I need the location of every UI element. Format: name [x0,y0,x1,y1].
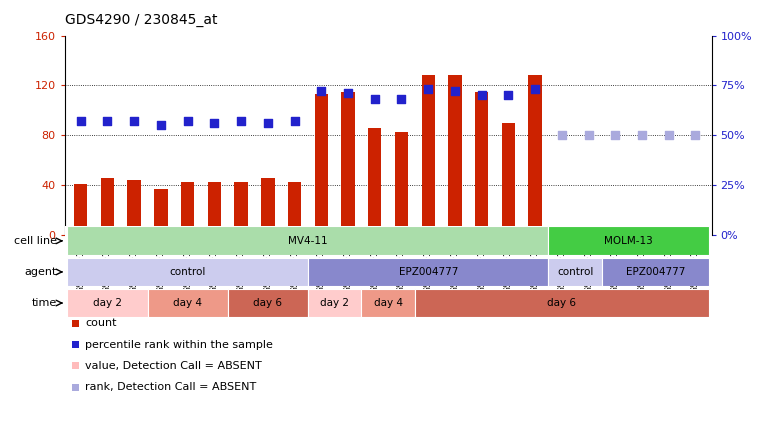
Bar [288,182,301,235]
Bar [74,184,88,235]
Point [235,118,247,125]
Bar [602,258,708,286]
Text: MOLM-13: MOLM-13 [604,236,653,246]
Bar [68,289,148,317]
Text: EPZ004777: EPZ004777 [399,267,458,277]
Text: day 4: day 4 [374,298,403,308]
Bar [662,229,676,235]
Text: rank, Detection Call = ABSENT: rank, Detection Call = ABSENT [85,382,256,392]
Text: agent: agent [24,267,56,277]
Text: day 2: day 2 [320,298,349,308]
Bar [475,92,489,235]
Point [689,132,702,139]
Point [368,96,380,103]
Bar [528,75,542,235]
Bar [635,229,648,235]
Bar [361,289,415,317]
Point [75,118,87,125]
Point [101,118,113,125]
Bar [208,182,221,235]
Bar [689,226,702,235]
Text: day 6: day 6 [253,298,282,308]
Text: cell line: cell line [14,236,56,246]
Point [182,118,194,125]
Text: day 2: day 2 [93,298,122,308]
Text: day 4: day 4 [174,298,202,308]
Bar [308,258,549,286]
Bar [549,226,708,255]
Bar [68,258,308,286]
Text: percentile rank within the sample: percentile rank within the sample [85,340,273,349]
Point [262,120,274,127]
Point [529,86,541,93]
Bar [609,226,622,235]
Bar [314,94,328,235]
Bar [261,178,275,235]
Bar [395,132,408,235]
Point [209,120,221,127]
Text: count: count [85,318,117,328]
Bar [368,128,381,235]
Point [342,90,354,97]
Point [422,86,435,93]
Point [154,122,167,129]
Point [315,88,327,95]
Bar [181,182,194,235]
Bar [128,180,141,235]
Point [396,96,408,103]
Bar [148,289,228,317]
Bar [415,289,708,317]
Point [663,132,675,139]
Point [556,132,568,139]
Text: value, Detection Call = ABSENT: value, Detection Call = ABSENT [85,361,263,371]
Bar [342,92,355,235]
Bar [308,289,361,317]
Point [476,92,488,99]
Bar [68,226,549,255]
Bar [228,289,308,317]
Point [502,92,514,99]
Point [128,118,140,125]
Bar [100,178,114,235]
Bar [154,189,167,235]
Text: day 6: day 6 [547,298,576,308]
Point [449,88,461,95]
Bar [556,229,568,235]
Point [582,132,594,139]
Bar [234,182,248,235]
Text: EPZ004777: EPZ004777 [626,267,685,277]
Text: GDS4290 / 230845_at: GDS4290 / 230845_at [65,12,217,27]
Point [610,132,622,139]
Bar [422,75,435,235]
Text: control: control [557,267,594,277]
Point [636,132,648,139]
Bar [549,258,602,286]
Text: MV4-11: MV4-11 [288,236,328,246]
Bar [448,75,462,235]
Text: control: control [170,267,205,277]
Bar [582,229,595,235]
Text: time: time [31,298,56,308]
Point [288,118,301,125]
Bar [501,123,515,235]
